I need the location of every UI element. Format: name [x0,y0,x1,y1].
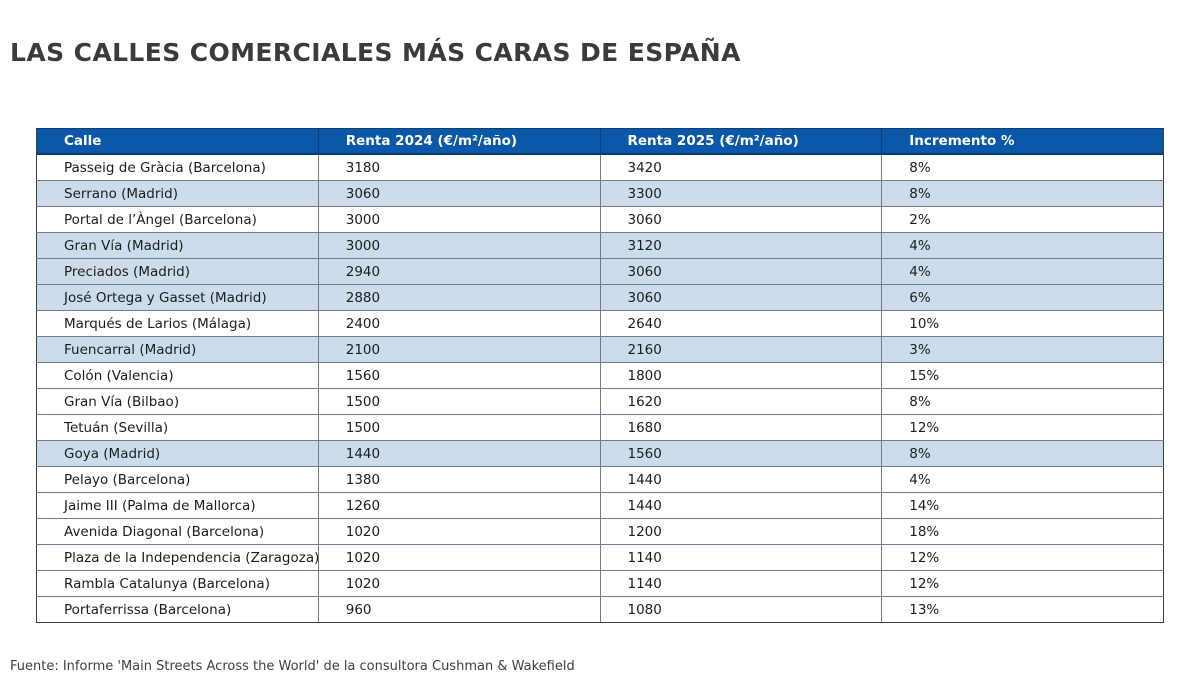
street-cell: Tetuán (Sevilla) [36,414,319,441]
street-cell: Colón (Valencia) [36,362,319,389]
increment-cell: 8% [881,180,1164,207]
table-row: Goya (Madrid) 1440 1560 8% [36,440,1164,467]
table-row: Avenida Diagonal (Barcelona) 1020 1200 18% [36,518,1164,545]
col-header-incremento: Incremento % [881,128,1164,155]
rent-2024-cell: 2400 [317,310,601,337]
rent-2025-cell: 1140 [599,544,883,571]
rent-2024-cell: 2880 [317,284,601,311]
street-cell: Plaza de la Independencia (Zaragoza) [36,544,319,571]
rent-2025-cell: 3060 [599,206,883,233]
increment-cell: 13% [881,596,1164,623]
street-cell: Rambla Catalunya (Barcelona) [36,570,319,597]
rent-2025-cell: 2160 [599,336,883,363]
rent-2025-cell: 1560 [599,440,883,467]
increment-cell: 8% [881,440,1164,467]
street-cell: Marqués de Larios (Málaga) [36,310,319,337]
street-cell: Preciados (Madrid) [36,258,319,285]
table-row: Gran Vía (Bilbao) 1500 1620 8% [36,388,1164,415]
street-cell: Portal de l’Àngel (Barcelona) [36,206,319,233]
rent-2025-cell: 1140 [599,570,883,597]
rent-2025-cell: 1440 [599,466,883,493]
rent-2025-cell: 1800 [599,362,883,389]
rent-2025-cell: 3420 [599,153,883,181]
source-note: Fuente: Informe 'Main Streets Across the… [10,659,575,674]
rent-2024-cell: 1260 [317,492,601,519]
increment-cell: 4% [881,232,1164,259]
table-row: Portaferrissa (Barcelona) 960 1080 13% [36,596,1164,623]
rent-2024-cell: 1380 [317,466,601,493]
table-row: Gran Vía (Madrid) 3000 3120 4% [36,232,1164,259]
street-cell: Gran Vía (Madrid) [36,232,319,259]
rent-2024-cell: 1560 [317,362,601,389]
col-header-renta-2025: Renta 2025 (€/m²/año) [599,128,883,155]
increment-cell: 8% [881,388,1164,415]
rent-2025-cell: 3060 [599,284,883,311]
table-header-row: Calle Renta 2024 (€/m²/año) Renta 2025 (… [36,128,1164,155]
increment-cell: 3% [881,336,1164,363]
rent-table: Calle Renta 2024 (€/m²/año) Renta 2025 (… [36,128,1164,623]
street-cell: Pelayo (Barcelona) [36,466,319,493]
table-row: Colón (Valencia) 1560 1800 15% [36,362,1164,389]
rent-2024-cell: 1020 [317,570,601,597]
table-row: Rambla Catalunya (Barcelona) 1020 1140 12% [36,570,1164,597]
rent-2024-cell: 960 [317,596,601,623]
increment-cell: 4% [881,258,1164,285]
col-header-calle: Calle [36,128,319,155]
rent-2025-cell: 3060 [599,258,883,285]
rent-2025-cell: 1620 [599,388,883,415]
rent-2024-cell: 1440 [317,440,601,467]
rent-2024-cell: 1500 [317,388,601,415]
rent-2024-cell: 1020 [317,544,601,571]
table-row: José Ortega y Gasset (Madrid) 2880 3060 6% [36,284,1164,311]
table-row: Portal de l’Àngel (Barcelona) 3000 3060 2% [36,206,1164,233]
rent-2025-cell: 1680 [599,414,883,441]
table-row: Serrano (Madrid) 3060 3300 8% [36,180,1164,207]
rent-2024-cell: 3060 [317,180,601,207]
table-row: Fuencarral (Madrid) 2100 2160 3% [36,336,1164,363]
increment-cell: 2% [881,206,1164,233]
table-row: Tetuán (Sevilla) 1500 1680 12% [36,414,1164,441]
rent-2024-cell: 1020 [317,518,601,545]
increment-cell: 12% [881,544,1164,571]
rent-2024-cell: 2940 [317,258,601,285]
col-header-renta-2024: Renta 2024 (€/m²/año) [317,128,601,155]
increment-cell: 12% [881,570,1164,597]
page-title: LAS CALLES COMERCIALES MÁS CARAS DE ESPA… [10,38,741,67]
street-cell: Jaime III (Palma de Mallorca) [36,492,319,519]
street-cell: Serrano (Madrid) [36,180,319,207]
street-cell: Portaferrissa (Barcelona) [36,596,319,623]
table-row: Plaza de la Independencia (Zaragoza) 1020… [36,544,1164,571]
rent-2025-cell: 1080 [599,596,883,623]
rent-2024-cell: 3000 [317,232,601,259]
street-cell: Gran Vía (Bilbao) [36,388,319,415]
street-cell: José Ortega y Gasset (Madrid) [36,284,319,311]
street-cell: Goya (Madrid) [36,440,319,467]
rent-2025-cell: 1200 [599,518,883,545]
increment-cell: 18% [881,518,1164,545]
increment-cell: 4% [881,466,1164,493]
street-cell: Avenida Diagonal (Barcelona) [36,518,319,545]
increment-cell: 6% [881,284,1164,311]
table-row: Marqués de Larios (Málaga) 2400 2640 10% [36,310,1164,337]
rent-2025-cell: 1440 [599,492,883,519]
table-row: Jaime III (Palma de Mallorca) 1260 1440 14% [36,492,1164,519]
increment-cell: 15% [881,362,1164,389]
table-row: Pelayo (Barcelona) 1380 1440 4% [36,466,1164,493]
increment-cell: 12% [881,414,1164,441]
street-cell: Fuencarral (Madrid) [36,336,319,363]
rent-2025-cell: 3300 [599,180,883,207]
table-row: Passeig de Gràcia (Barcelona) 3180 3420 8% [36,153,1164,181]
increment-cell: 10% [881,310,1164,337]
rent-2024-cell: 3180 [317,153,601,181]
rent-2025-cell: 3120 [599,232,883,259]
table-row: Preciados (Madrid) 2940 3060 4% [36,258,1164,285]
rent-2024-cell: 3000 [317,206,601,233]
rent-2024-cell: 1500 [317,414,601,441]
rent-2024-cell: 2100 [317,336,601,363]
increment-cell: 8% [881,153,1164,181]
street-cell: Passeig de Gràcia (Barcelona) [36,153,319,181]
rent-2025-cell: 2640 [599,310,883,337]
increment-cell: 14% [881,492,1164,519]
